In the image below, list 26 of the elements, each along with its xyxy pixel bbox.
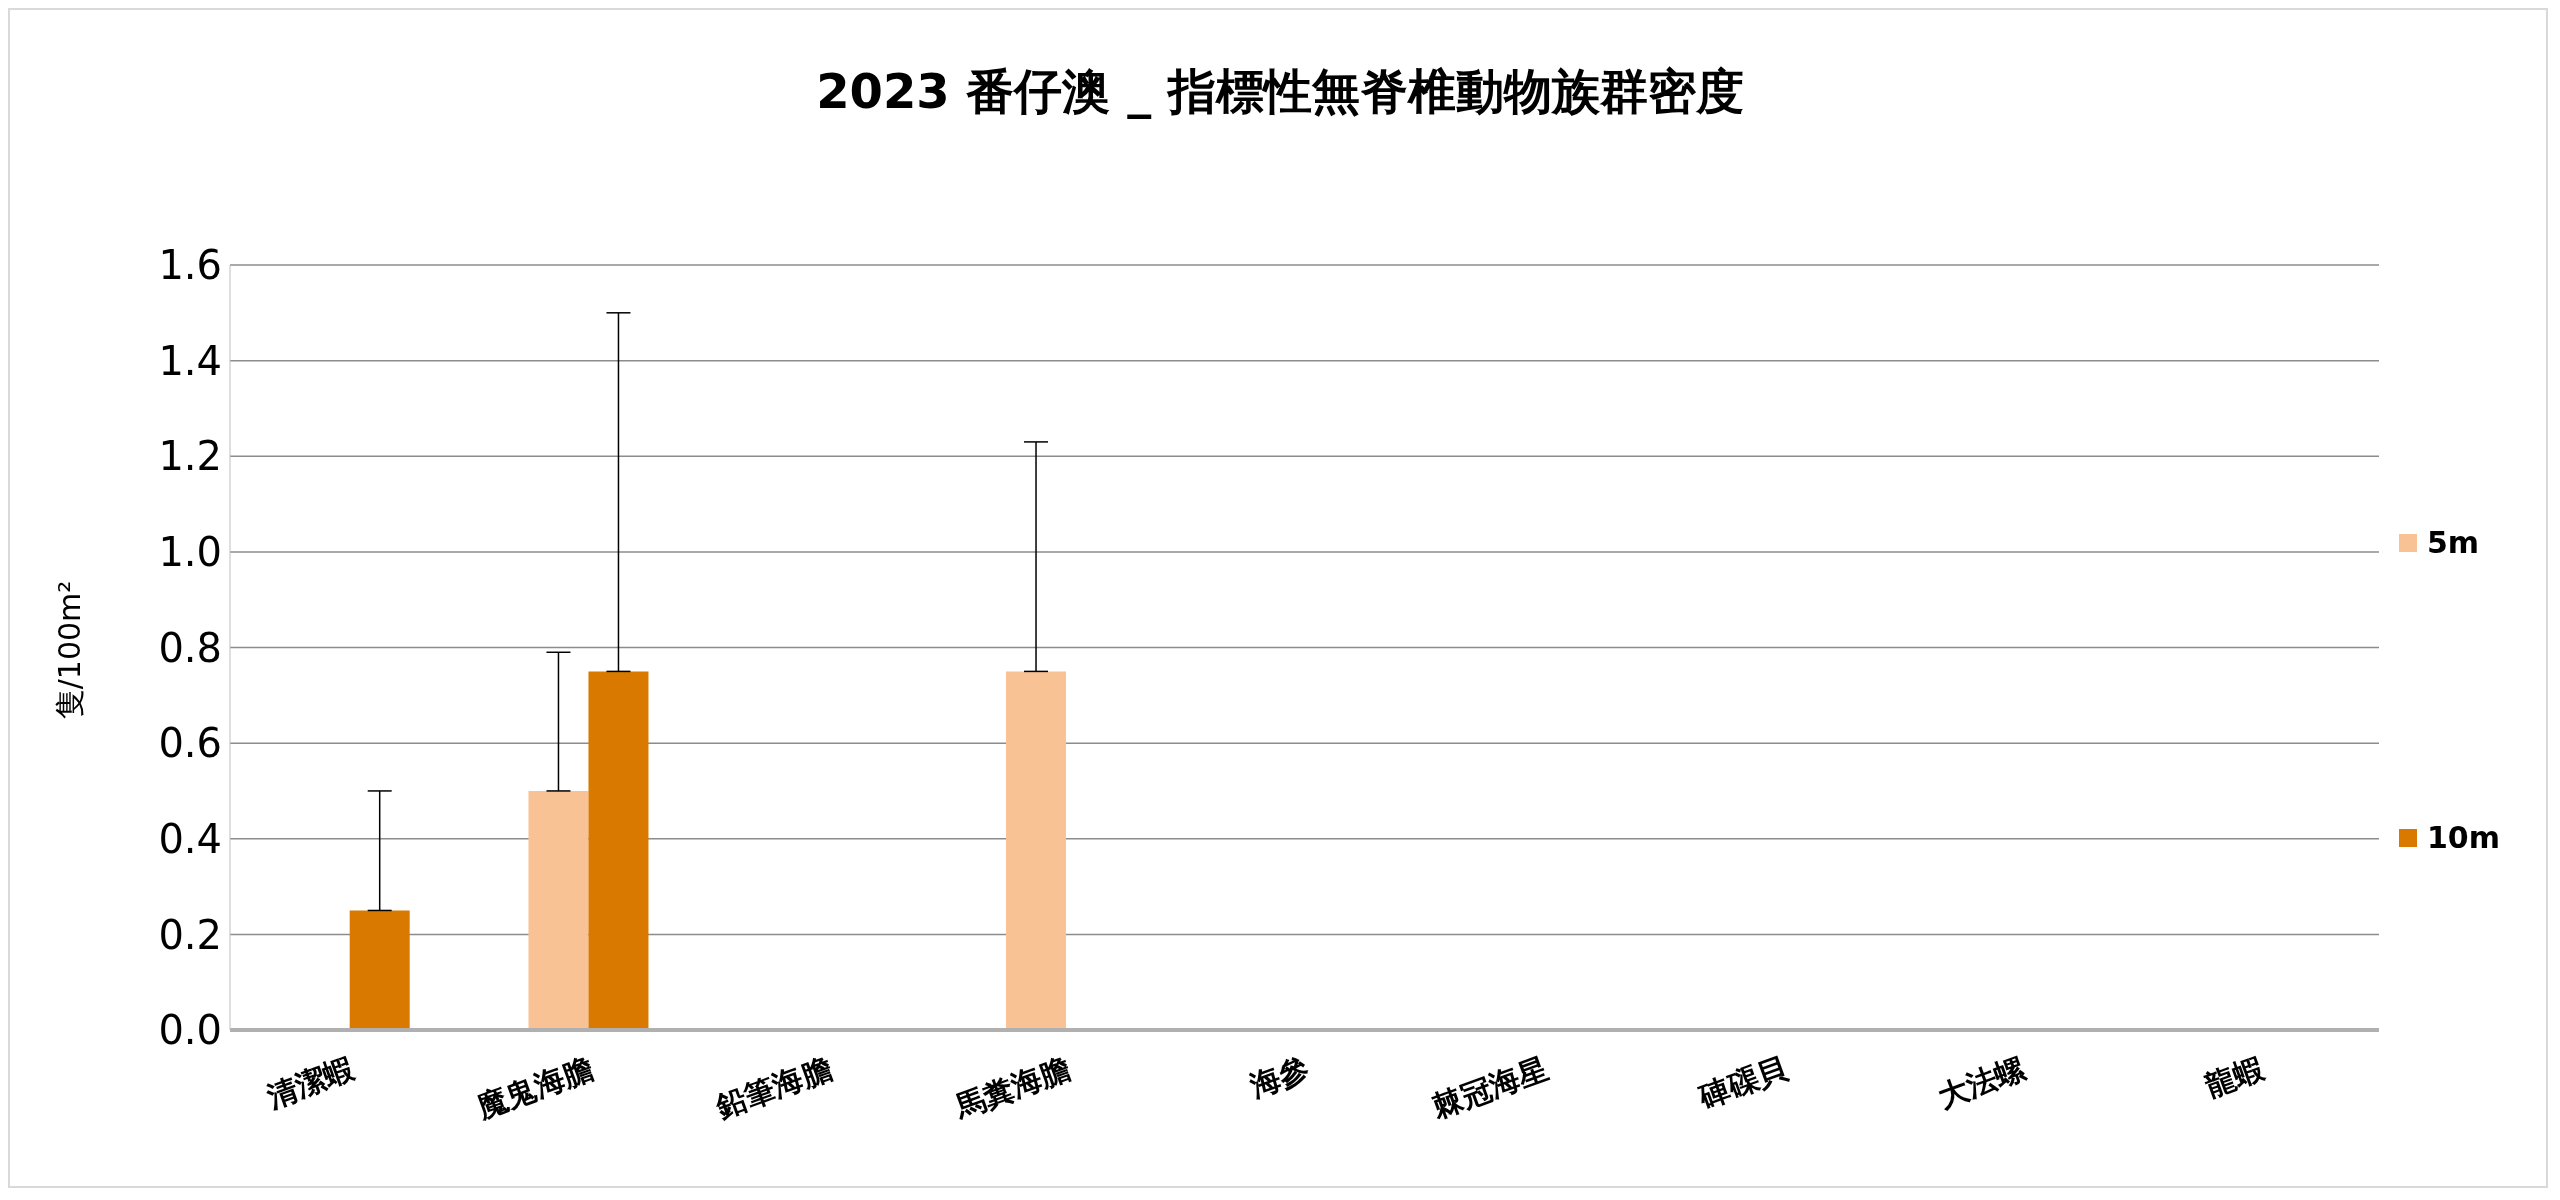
x-tick-label: 魔鬼海膽 — [471, 1050, 598, 1125]
legend-label: 5m — [2426, 525, 2480, 560]
y-axis-title: 隻/100m² — [50, 580, 88, 720]
x-tick-label: 棘冠海星 — [1426, 1050, 1553, 1125]
y-tick-label: 1.6 — [158, 242, 222, 289]
y-tick-label: 0.6 — [158, 720, 222, 767]
y-tick-label: 0.4 — [158, 815, 222, 862]
y-tick-label: 1.4 — [158, 337, 222, 384]
x-tick-label: 大法螺 — [1933, 1050, 2031, 1115]
bar — [1006, 671, 1067, 1030]
x-tick-label: 硨磲貝 — [1693, 1050, 1793, 1115]
bar — [349, 910, 410, 1030]
y-tick-label: 0.8 — [158, 624, 222, 671]
x-tick-label: 清潔蝦 — [261, 1050, 360, 1115]
y-tick-label: 1.2 — [158, 433, 222, 480]
chart-title: 2023 番仔澳 _ 指標性無脊椎動物族群密度 — [815, 62, 1745, 121]
bar — [588, 671, 649, 1030]
x-tick-label: 鉛筆海膽 — [710, 1050, 837, 1125]
bar — [528, 790, 589, 1030]
x-tick-label: 海參 — [1244, 1050, 1314, 1105]
x-tick-label: 馬糞海膽 — [948, 1050, 1075, 1126]
legend-label: 10m — [2426, 820, 2500, 855]
y-tick-label: 0.0 — [158, 1007, 222, 1054]
x-tick-label: 龍蝦 — [2200, 1050, 2270, 1104]
y-tick-label: 1.0 — [158, 529, 222, 576]
y-tick-label: 0.2 — [158, 911, 222, 958]
